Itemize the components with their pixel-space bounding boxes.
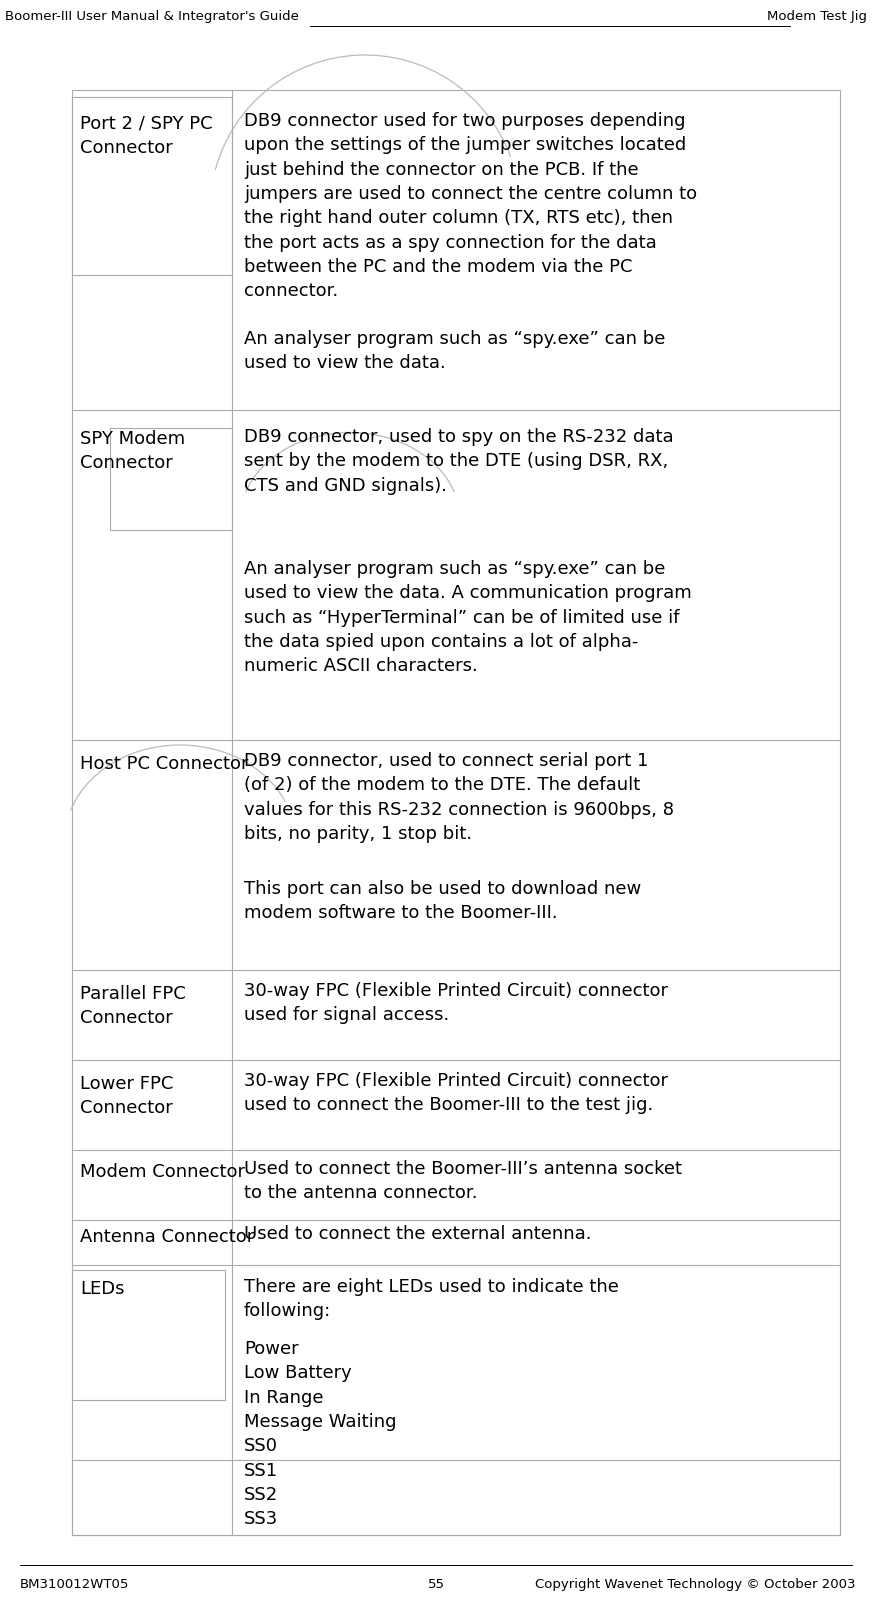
Text: 30-way FPC (Flexible Printed Circuit) connector
used to connect the Boomer-III t: 30-way FPC (Flexible Printed Circuit) co… <box>244 1071 668 1115</box>
Text: There are eight LEDs used to indicate the
following:: There are eight LEDs used to indicate th… <box>244 1278 619 1320</box>
Text: Antenna Connector: Antenna Connector <box>80 1229 255 1246</box>
Text: Modem Connector: Modem Connector <box>80 1163 245 1181</box>
Text: Used to connect the external antenna.: Used to connect the external antenna. <box>244 1225 591 1243</box>
Text: Boomer-III User Manual & Integrator's Guide: Boomer-III User Manual & Integrator's Gu… <box>5 10 299 22</box>
Text: Port 2 / SPY PC
Connector: Port 2 / SPY PC Connector <box>80 115 213 157</box>
Text: DB9 connector, used to spy on the RS-232 data
sent by the modem to the DTE (usin: DB9 connector, used to spy on the RS-232… <box>244 428 674 494</box>
Text: Lower FPC
Connector: Lower FPC Connector <box>80 1075 174 1118</box>
Text: This port can also be used to download new
modem software to the Boomer-III.: This port can also be used to download n… <box>244 881 641 922</box>
Text: DB9 connector, used to connect serial port 1
(of 2) of the modem to the DTE. The: DB9 connector, used to connect serial po… <box>244 752 674 842</box>
Text: Host PC Connector: Host PC Connector <box>80 755 249 773</box>
Text: BM310012WT05: BM310012WT05 <box>20 1578 129 1591</box>
Text: An analyser program such as “spy.exe” can be
used to view the data. A communicat: An analyser program such as “spy.exe” ca… <box>244 560 691 675</box>
Text: Power
Low Battery
In Range
Message Waiting
SS0
SS1
SS2
SS3: Power Low Battery In Range Message Waiti… <box>244 1339 397 1529</box>
Text: SPY Modem
Connector: SPY Modem Connector <box>80 430 185 472</box>
Bar <box>72 1460 840 1535</box>
Text: An analyser program such as “spy.exe” can be
used to view the data.: An analyser program such as “spy.exe” ca… <box>244 330 665 372</box>
Text: 55: 55 <box>427 1578 445 1591</box>
Text: Modem Test Jig: Modem Test Jig <box>767 10 867 22</box>
Bar <box>110 428 232 529</box>
Bar <box>72 90 840 1535</box>
Text: Used to connect the Boomer-III’s antenna socket
to the antenna connector.: Used to connect the Boomer-III’s antenna… <box>244 1160 682 1203</box>
Text: Copyright Wavenet Technology © October 2003: Copyright Wavenet Technology © October 2… <box>535 1578 855 1591</box>
Text: 30-way FPC (Flexible Printed Circuit) connector
used for signal access.: 30-way FPC (Flexible Printed Circuit) co… <box>244 982 668 1025</box>
Text: Parallel FPC
Connector: Parallel FPC Connector <box>80 985 186 1027</box>
Text: DB9 connector used for two purposes depending
upon the settings of the jumper sw: DB9 connector used for two purposes depe… <box>244 112 697 300</box>
Bar <box>72 1270 225 1400</box>
Bar <box>72 96 232 274</box>
Text: LEDs: LEDs <box>80 1280 125 1298</box>
